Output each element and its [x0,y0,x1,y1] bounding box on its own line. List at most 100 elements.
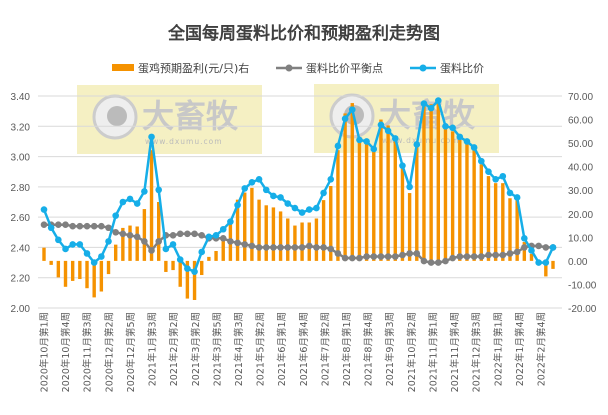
profit-bar [429,104,433,261]
ratio-point [327,175,335,183]
ratio-point [406,183,413,191]
breakeven-point [434,259,442,266]
right-tick-label: 50.00 [568,139,593,150]
x-tick-label: 2020年11月第3周 [82,312,94,392]
breakeven-point [277,244,284,251]
ratio-point [391,135,399,142]
profit-bar [185,260,190,299]
ratio-point [506,189,514,197]
profit-bar [49,260,53,265]
breakeven-point [119,230,127,238]
breakeven-point [83,222,91,230]
ratio-point [348,106,356,113]
profit-bar [343,113,347,261]
breakeven-point [442,257,449,265]
ratio-point [320,189,327,197]
ratio-point [492,175,499,183]
ratio-point [212,232,220,239]
profit-bar [300,222,304,261]
ratio-point [277,194,284,201]
ratio-point [434,97,442,104]
x-tick-label: 2021年9月第3周 [384,312,396,386]
ratio-point [291,204,299,212]
ratio-point [119,198,127,206]
breakeven-point [463,253,471,260]
profit-bar [501,183,505,261]
x-tick-label: 2021年6月第4周 [298,312,310,386]
breakeven-point [356,254,363,262]
watermark-brand: 大畜牧 [142,97,239,135]
profit-bar [422,103,426,261]
profit-bar [264,205,268,261]
x-tick-label: 2022年1月第1周 [492,312,504,386]
profit-bar [243,192,247,261]
ratio-point [98,253,105,260]
profit-bar [515,200,519,261]
right-tick-label: 10.00 [568,233,593,244]
legend-swatch-profit [112,64,134,71]
profit-bar [128,225,132,261]
legend-marker-ratio [419,64,427,72]
watermark-url: www.dxumu.com [145,137,223,146]
ratio-point [521,235,528,242]
ratio-point [133,200,141,207]
ratio-point [427,104,435,112]
x-tick-label: 2021年4月第3周 [233,312,245,386]
profit-bar [157,202,161,261]
ratio-point [485,168,492,176]
profit-bar [321,200,326,261]
x-tick-label: 2020年10月第1周 [39,312,51,392]
x-tick-label: 2020年10月第4周 [60,312,72,392]
profit-bar [407,193,412,261]
breakeven-point [470,253,478,260]
profit-bar [286,218,290,261]
ratio-point [420,100,428,107]
ratio-point [456,133,464,141]
left-axis: 2.00 2.20 2.40 2.60 2.80 3.00 3.20 3.40 [11,92,31,315]
ratio-point [62,245,69,253]
breakeven-point [391,253,399,260]
profit-bar [472,147,476,261]
breakeven-point [305,242,313,250]
profit-bar [357,140,362,261]
watermark-logo: 大畜牧 www.dxumu.com [77,85,262,154]
breakeven-point [40,221,48,229]
right-tick-label: 60.00 [568,116,593,127]
breakeven-point [98,222,105,230]
profit-bar [250,187,254,261]
ratio-point [535,259,542,266]
breakeven-point [90,222,98,230]
ratio-point [169,241,177,248]
ratio-point [513,194,521,201]
breakeven-point [270,244,277,251]
breakeven-point [478,253,485,260]
profit-bar [415,145,419,261]
ratio-point [184,265,191,272]
profit-bar [278,211,283,261]
chart-title: 全国每周蛋料比价和预期盈利走势图 [167,23,440,44]
watermark-pupil [107,106,127,126]
ratio-point [262,186,270,194]
ratio-point [377,121,385,129]
breakeven-point [69,222,76,230]
right-tick-label: 30.00 [568,186,593,197]
ratio-point [384,127,392,135]
breakeven-point [384,253,392,260]
breakeven-point [320,244,327,251]
ratio-point [47,224,55,232]
ratio-point [69,241,76,248]
ratio-point [105,238,112,245]
left-tick-label: 3.40 [11,92,31,103]
profit-bar [235,199,240,261]
right-tick-label: -10.00 [568,280,597,291]
breakeven-point [413,250,421,257]
profit-bar [257,199,261,261]
breakeven-point [348,254,356,262]
profit-bar [479,164,484,261]
ratio-point [141,188,148,195]
breakeven-point [255,244,263,251]
x-tick-label: 2021年3月第5周 [211,312,223,386]
ratio-point [255,175,263,183]
x-tick-label: 2021年8月第1周 [341,312,353,386]
profit-bar [142,209,147,261]
